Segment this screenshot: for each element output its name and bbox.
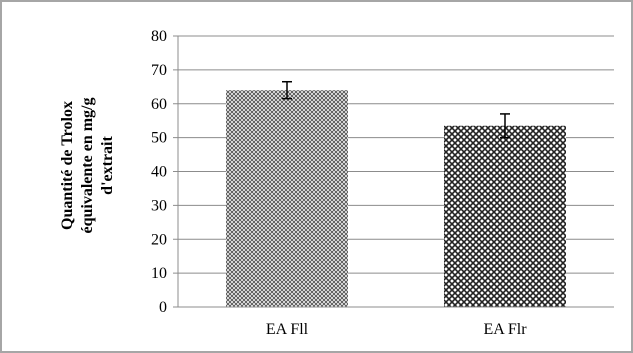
y-tick-label: 80 — [151, 28, 167, 45]
y-tick-label: 50 — [151, 130, 167, 147]
y-axis-label-line: d'extrait — [99, 136, 116, 195]
y-tick-label: 10 — [151, 265, 167, 282]
axes — [173, 35, 614, 308]
y-tick-label: 20 — [151, 231, 167, 248]
error-bars — [282, 80, 510, 139]
bar — [226, 90, 348, 307]
x-category-label: EA Fll — [266, 321, 309, 338]
y-tick-label: 40 — [151, 164, 167, 181]
bars — [226, 90, 566, 307]
bar — [444, 125, 566, 307]
y-tick-label: 70 — [151, 62, 167, 79]
labels: 0 10 20 30 40 50 60 70 80 EA Fll EA Flr Quantité de… — [59, 28, 527, 338]
y-tick-label: 30 — [151, 197, 167, 214]
y-tick-label: 0 — [159, 299, 167, 316]
y-axis-label-line: équivalente en mg/g — [79, 98, 96, 234]
y-tick-label: 60 — [151, 96, 167, 113]
x-category-label: EA Flr — [483, 321, 527, 338]
y-axis-label-line: Quantité de Trolox — [59, 101, 76, 230]
